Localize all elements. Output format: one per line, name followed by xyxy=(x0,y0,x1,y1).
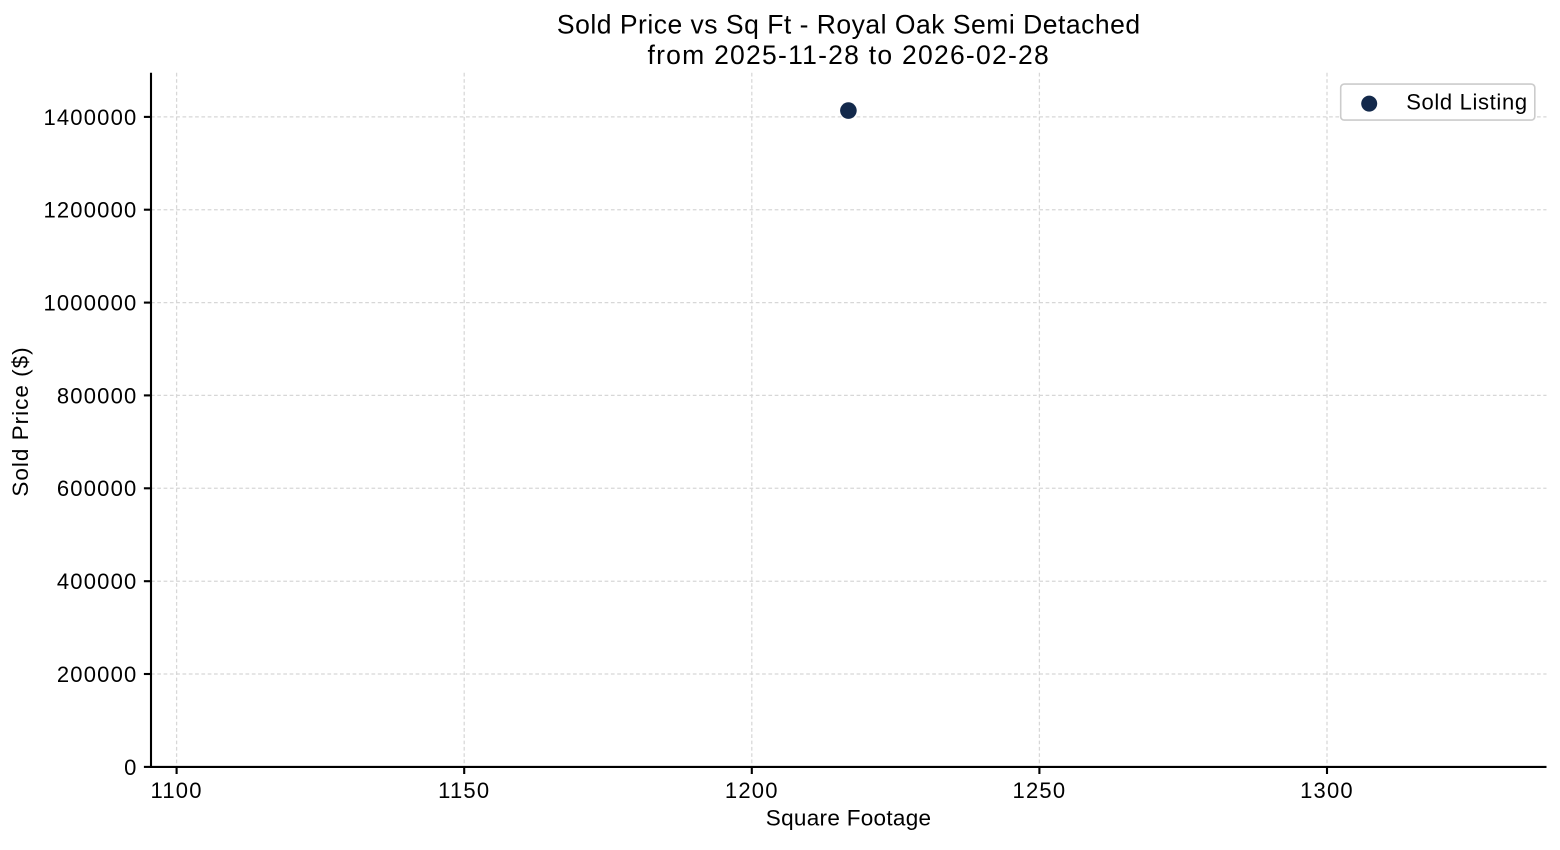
svg-text:600000: 600000 xyxy=(57,476,138,501)
svg-text:1200000: 1200000 xyxy=(43,198,137,223)
svg-text:1200: 1200 xyxy=(725,778,779,803)
svg-text:800000: 800000 xyxy=(57,383,138,408)
svg-text:1400000: 1400000 xyxy=(43,105,137,130)
svg-text:from 2025-11-28 to 2026-02-28: from 2025-11-28 to 2026-02-28 xyxy=(647,40,1050,70)
svg-text:0: 0 xyxy=(124,755,137,780)
svg-text:1300: 1300 xyxy=(1300,778,1354,803)
svg-text:Sold Price ($): Sold Price ($) xyxy=(8,346,33,496)
svg-text:1100: 1100 xyxy=(151,778,203,803)
svg-text:Square Footage: Square Footage xyxy=(766,806,932,831)
svg-text:400000: 400000 xyxy=(57,569,138,594)
svg-text:200000: 200000 xyxy=(57,662,138,687)
svg-text:Sold Listing: Sold Listing xyxy=(1406,89,1528,114)
svg-text:1000000: 1000000 xyxy=(43,291,137,316)
svg-text:1250: 1250 xyxy=(1013,778,1067,803)
svg-text:Sold Price vs Sq Ft - Royal Oa: Sold Price vs Sq Ft - Royal Oak Semi Det… xyxy=(557,9,1141,39)
svg-text:1150: 1150 xyxy=(438,778,490,803)
